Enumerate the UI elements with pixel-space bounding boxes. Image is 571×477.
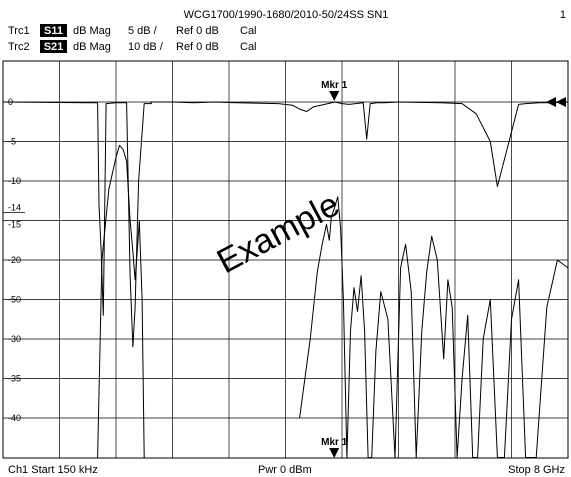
- y-tick-label: -30: [8, 334, 21, 344]
- trace2-format[interactable]: dB Mag: [73, 41, 111, 53]
- trace-lines: [2, 101, 569, 458]
- plot-frame: [2, 60, 569, 459]
- y-tick-label: -5: [8, 137, 16, 147]
- marker-triangle[interactable]: [329, 91, 340, 101]
- trace2-name[interactable]: Trc2: [8, 41, 30, 53]
- markers[interactable]: Mkr 1 Mkr 1: [321, 80, 348, 458]
- trace-line-s11: [2, 101, 569, 348]
- source-power[interactable]: Pwr 0 dBm: [258, 464, 312, 476]
- marker-triangle[interactable]: [329, 448, 340, 458]
- trace2-cal[interactable]: Cal: [240, 41, 257, 53]
- trace-line-s21: [97, 144, 145, 458]
- trace2-ref[interactable]: Ref 0 dB: [176, 41, 219, 53]
- trace1-scale[interactable]: 5 dB /: [128, 25, 158, 37]
- y-tick-labels: 0-5-10-14-15-20-50-30-35-40: [8, 97, 21, 423]
- reference-arrows[interactable]: [546, 97, 566, 107]
- trace1-name[interactable]: Trc1: [8, 25, 30, 37]
- trace2-param-badge[interactable]: [40, 40, 67, 53]
- trace1-param-badge[interactable]: [40, 24, 67, 37]
- trace1-ref[interactable]: Ref 0 dB: [176, 25, 219, 37]
- trace2-param[interactable]: S21: [44, 41, 64, 53]
- y-tick-label: -15: [8, 220, 21, 230]
- ref-arrow-icon[interactable]: [556, 97, 566, 107]
- plot-grid: [3, 61, 568, 458]
- trace2-scale[interactable]: 10 dB /: [128, 41, 164, 53]
- y-tick-label: -40: [8, 413, 21, 423]
- y-tick-label: -10: [8, 176, 21, 186]
- trace-line-s21: [299, 196, 569, 458]
- trace1-format[interactable]: dB Mag: [73, 25, 111, 37]
- stop-frequency[interactable]: Stop 8 GHz: [508, 464, 565, 476]
- trace1-cal[interactable]: Cal: [240, 25, 257, 37]
- trace1-param[interactable]: S11: [44, 25, 63, 37]
- ref-arrow-icon[interactable]: [546, 97, 556, 107]
- watermark-text: Example: [211, 185, 346, 281]
- channel-index: 1: [560, 9, 566, 21]
- marker-label[interactable]: Mkr 1: [321, 80, 348, 91]
- y-tick-label: -35: [8, 374, 21, 384]
- start-frequency[interactable]: Ch1 Start 150 kHz: [8, 464, 98, 476]
- y-tick-label: -14: [8, 203, 21, 213]
- chart-title: WCG1700/1990-1680/2010-50/24SS SN1: [184, 9, 389, 21]
- y-tick-label: -20: [8, 255, 21, 265]
- marker-label[interactable]: Mkr 1: [321, 437, 348, 448]
- y-tick-label: -50: [8, 295, 21, 305]
